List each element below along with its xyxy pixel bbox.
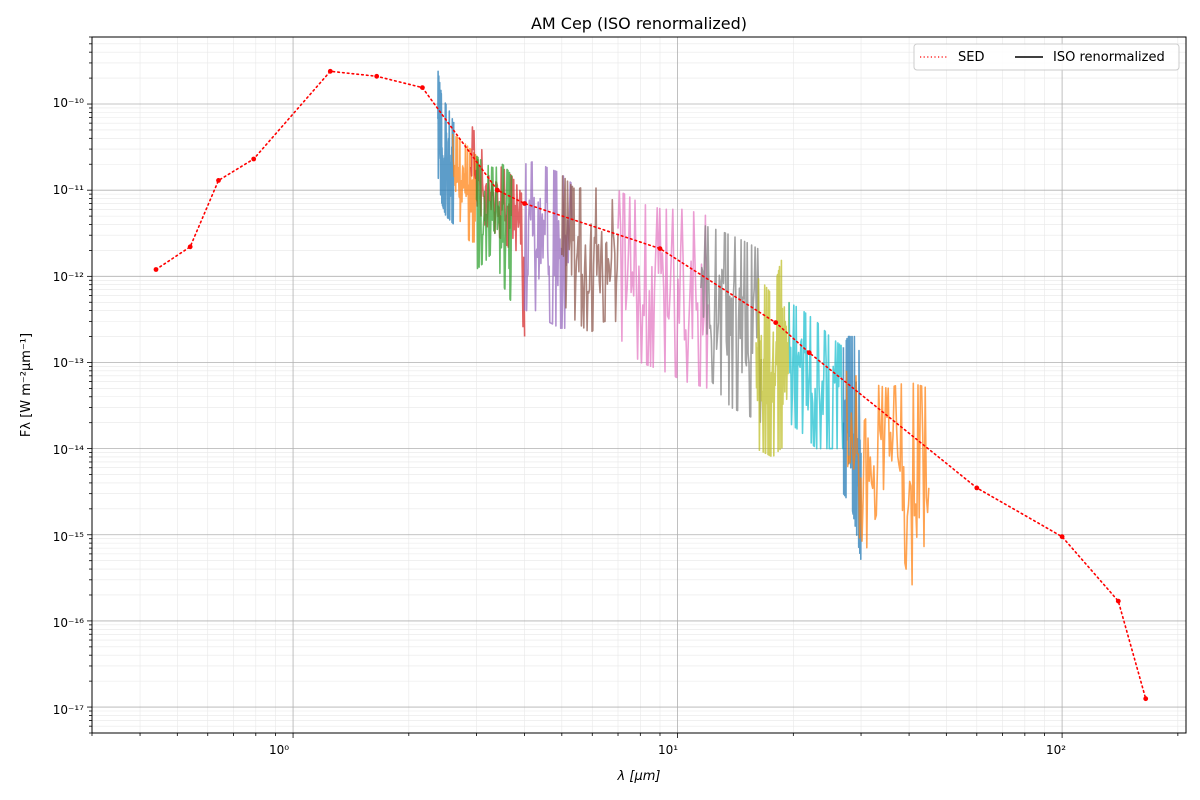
y-axis-title: Fλ [W m⁻²μm⁻¹] (19, 333, 34, 437)
sed-point (251, 156, 257, 162)
plot-frame (91, 36, 1187, 734)
sed-series (153, 68, 1149, 702)
x-tick-label: 10¹ (658, 743, 678, 757)
legend-sed-label: SED (958, 50, 984, 65)
x-tick-labels: 10⁰ 10¹ 10² (269, 743, 1066, 757)
axis-ticks (87, 36, 1179, 738)
iso-spectrum-segment (845, 370, 930, 586)
sed-point (420, 85, 425, 90)
legend-iso-label: ISO renormalized (1053, 50, 1165, 65)
sed-point (806, 350, 812, 356)
legend: SED ISO renormalized (913, 43, 1180, 71)
y-tick-labels: 10⁻¹⁷ 10⁻¹⁶ 10⁻¹⁵ 10⁻¹⁴ 10⁻¹³ 10⁻¹² 10⁻¹… (53, 96, 84, 717)
x-tick-label: 10⁰ (269, 743, 289, 757)
iso-spectrum-segment (788, 302, 845, 450)
sed-point (1115, 598, 1121, 604)
iso-renormalized-spectra (437, 70, 930, 586)
y-tick-label: 10⁻¹³ (53, 356, 84, 370)
y-tick-label: 10⁻¹¹ (53, 183, 84, 197)
sed-line (155, 70, 1147, 700)
x-axis-title: λ [μm] (617, 769, 661, 784)
y-tick-label: 10⁻¹⁶ (53, 616, 84, 630)
y-tick-label: 10⁻¹⁷ (53, 703, 84, 717)
sed-point (495, 187, 500, 193)
iso-spectrum-segment (755, 259, 790, 457)
sed-point (657, 246, 663, 252)
iso-spectrum-segment (437, 70, 455, 225)
chart-title: AM Cep (ISO renormalized) (531, 14, 747, 33)
y-tick-label: 10⁻¹⁵ (53, 530, 84, 544)
iso-spectrum-segment (451, 133, 478, 243)
sed-point (974, 485, 980, 491)
y-tick-label: 10⁻¹⁴ (53, 443, 84, 457)
legend-box (913, 43, 1180, 71)
sed-point (773, 320, 779, 325)
sed-point (1143, 696, 1149, 702)
sed-point (374, 73, 380, 79)
iso-spectrum-segment (842, 335, 862, 560)
sed-point (216, 178, 221, 183)
iso-spectrum-segment (700, 225, 762, 423)
y-tick-label: 10⁻¹⁰ (53, 96, 84, 110)
x-tick-label: 10² (1046, 743, 1066, 757)
sed-point (522, 201, 527, 206)
sed-point (327, 68, 333, 74)
iso-spectrum-segment (561, 175, 619, 333)
major-grid (92, 37, 1186, 733)
y-tick-label: 10⁻¹² (53, 270, 84, 284)
iso-spectrum-segment (617, 190, 709, 389)
iso-spectrum-segment (475, 155, 513, 301)
sed-point (187, 244, 193, 250)
sed-point (153, 267, 159, 272)
minor-grid (91, 36, 1186, 734)
sed-point (1059, 534, 1065, 540)
